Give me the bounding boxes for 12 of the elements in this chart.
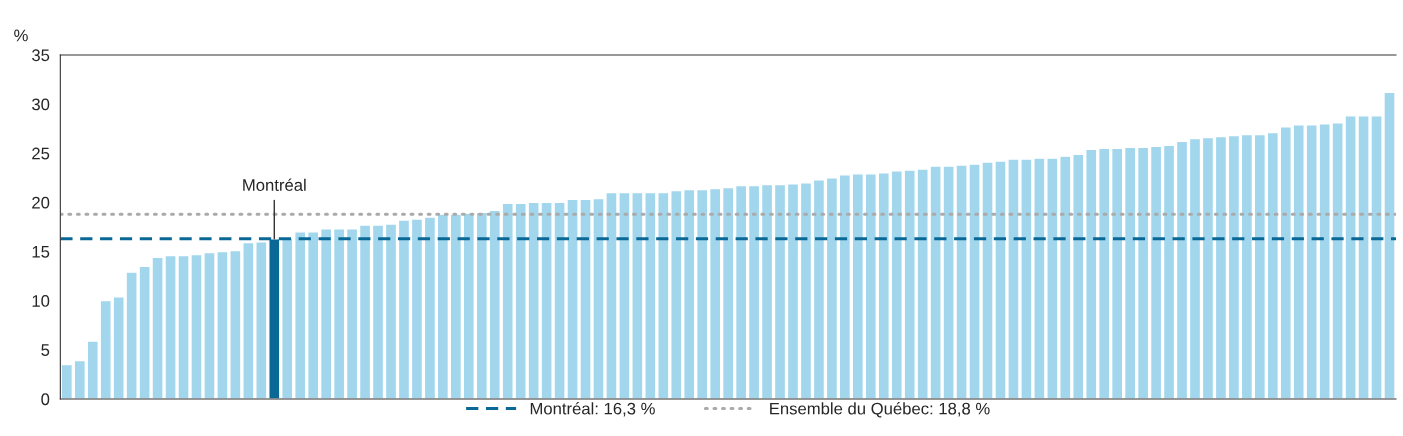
y-tick-label: 0 bbox=[41, 393, 50, 406]
y-tick-label: 35 bbox=[32, 49, 50, 62]
annotation: Montréal bbox=[243, 178, 306, 191]
y-tick-label: 30 bbox=[32, 98, 50, 111]
y-tick-label: 10 bbox=[32, 295, 50, 307]
y-tick-label: 5 bbox=[41, 344, 50, 356]
y-tick-label: 25 bbox=[32, 147, 50, 160]
y-tick-label: 20 bbox=[32, 196, 50, 209]
y-tick-label: 15 bbox=[32, 246, 50, 258]
legend-label: Montréal: 16,3 % bbox=[530, 402, 655, 417]
legend-label: Ensemble du Québec: 18,8 % bbox=[770, 402, 990, 418]
y-axis-title: % bbox=[14, 29, 28, 42]
